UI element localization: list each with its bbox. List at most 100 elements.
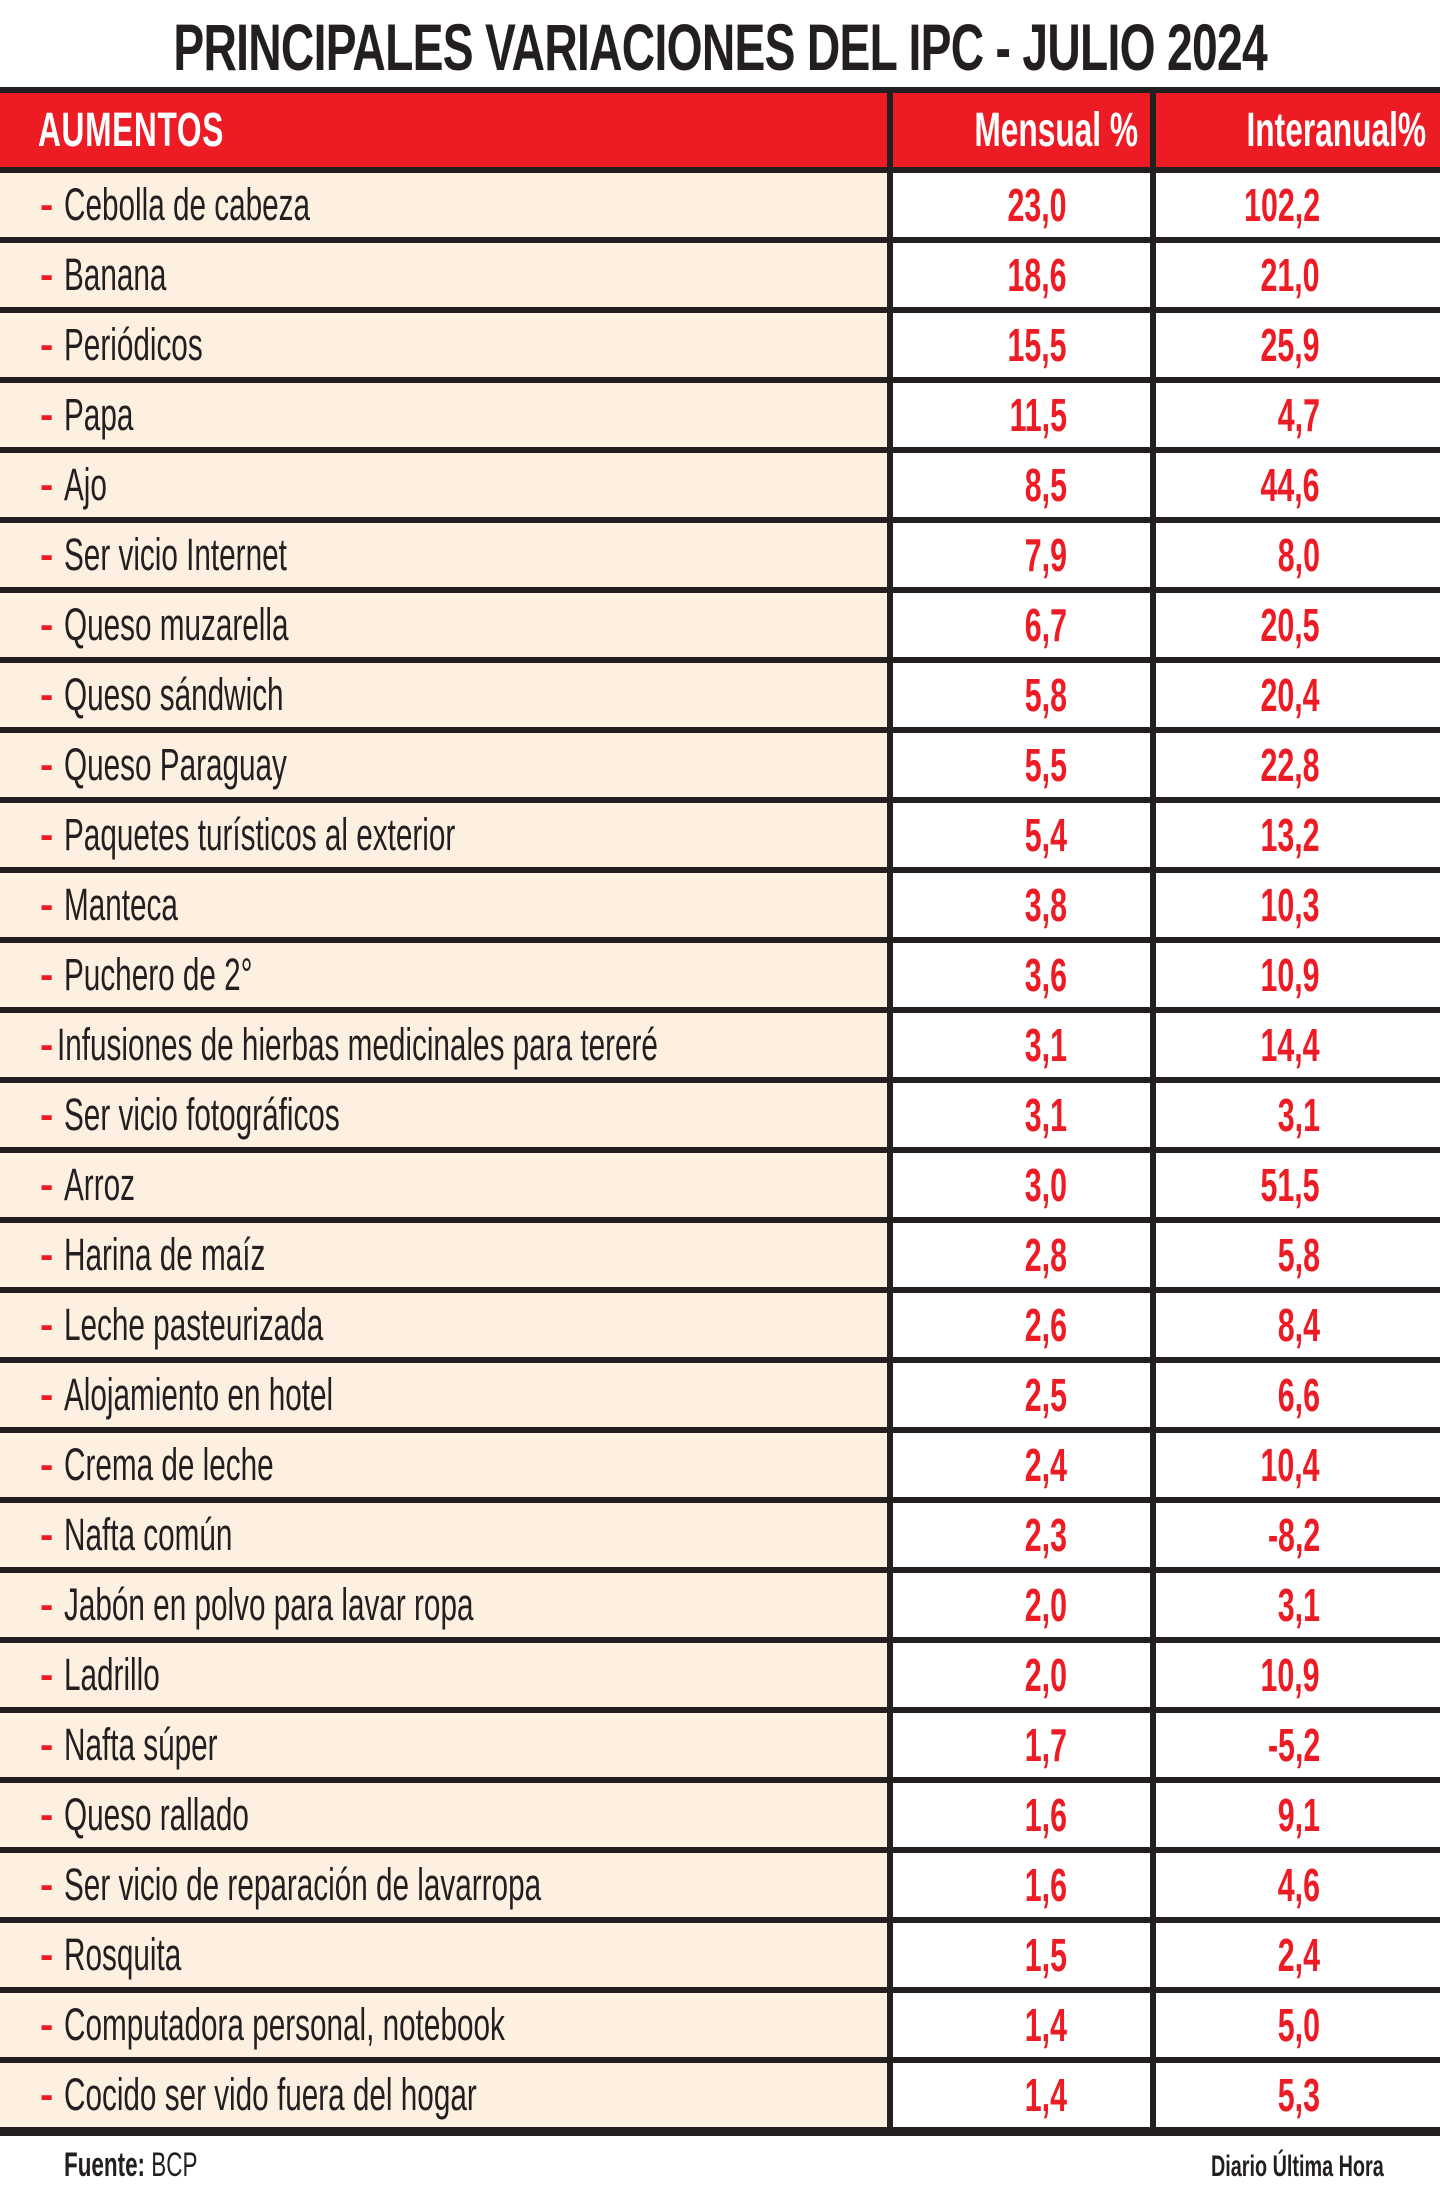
item-name: Arroz bbox=[64, 1159, 135, 1210]
item-cell: - Jabón en polvo para lavar ropa bbox=[0, 1573, 887, 1637]
item-cell: - Puchero de 2° bbox=[0, 943, 887, 1007]
bullet-dash: - bbox=[40, 462, 54, 507]
column-divider bbox=[1150, 593, 1156, 657]
yearly-value: 10,4 bbox=[1156, 1433, 1440, 1497]
item-name: Cocido ser vido fuera del hogar bbox=[64, 2069, 477, 2120]
item-name: Jabón en polvo para lavar ropa bbox=[64, 1579, 474, 1630]
table-row: - Computadora personal, notebook 1,4 5,0 bbox=[0, 1987, 1440, 2057]
monthly-text: 2,0 bbox=[1024, 1579, 1067, 1631]
item-name: Manteca bbox=[64, 879, 178, 930]
title-bar: PRINCIPALES VARIACIONES DEL IPC - JULIO … bbox=[0, 0, 1440, 87]
bullet-dash: - bbox=[40, 2072, 54, 2117]
column-divider bbox=[887, 1013, 893, 1077]
item-name: Ser vicio Internet bbox=[64, 529, 287, 580]
yearly-value: 102,2 bbox=[1156, 173, 1440, 237]
yearly-text: 6,6 bbox=[1277, 1369, 1320, 1421]
yearly-text: 10,4 bbox=[1260, 1439, 1320, 1491]
monthly-value: 23,0 bbox=[893, 173, 1150, 237]
column-divider bbox=[887, 1993, 893, 2057]
yearly-text: 22,8 bbox=[1260, 739, 1320, 791]
column-divider bbox=[887, 1643, 893, 1707]
yearly-text: 51,5 bbox=[1260, 1159, 1320, 1211]
item-cell: - Queso Paraguay bbox=[0, 733, 887, 797]
monthly-value: 7,9 bbox=[893, 523, 1150, 587]
column-divider bbox=[887, 1223, 893, 1287]
column-divider bbox=[887, 1363, 893, 1427]
item-cell: - Ser vicio Internet bbox=[0, 523, 887, 587]
yearly-value: 4,7 bbox=[1156, 383, 1440, 447]
column-divider bbox=[887, 1923, 893, 1987]
column-divider bbox=[1150, 243, 1156, 307]
bullet-dash: - bbox=[40, 1092, 54, 1137]
monthly-text: 18,6 bbox=[1007, 249, 1067, 301]
item-name: Leche pasteurizada bbox=[64, 1299, 324, 1350]
monthly-value: 3,1 bbox=[893, 1083, 1150, 1147]
monthly-text: 2,3 bbox=[1024, 1509, 1067, 1561]
item-cell: - Papa bbox=[0, 383, 887, 447]
item-name: Rosquita bbox=[64, 1929, 182, 1980]
monthly-value: 3,8 bbox=[893, 873, 1150, 937]
column-divider bbox=[1150, 1783, 1156, 1847]
yearly-text: 9,1 bbox=[1277, 1789, 1320, 1841]
item-name: Banana bbox=[64, 249, 167, 300]
bullet-dash: - bbox=[40, 392, 54, 437]
yearly-text: -5,2 bbox=[1267, 1719, 1320, 1771]
column-divider bbox=[887, 663, 893, 727]
bullet-dash: - bbox=[40, 1162, 54, 1207]
table-row: - Manteca 3,8 10,3 bbox=[0, 867, 1440, 937]
column-divider bbox=[887, 1153, 893, 1217]
yearly-text: 8,4 bbox=[1277, 1299, 1320, 1351]
monthly-text: 7,9 bbox=[1024, 529, 1067, 581]
monthly-text: 6,7 bbox=[1024, 599, 1067, 651]
bullet-dash: - bbox=[40, 322, 54, 367]
column-divider bbox=[887, 803, 893, 867]
monthly-text: 11,5 bbox=[1009, 389, 1067, 441]
yearly-text: 10,3 bbox=[1260, 879, 1320, 931]
yearly-text: 4,7 bbox=[1277, 389, 1320, 441]
monthly-value: 1,4 bbox=[893, 2063, 1150, 2127]
yearly-text: 44,6 bbox=[1260, 459, 1320, 511]
column-divider bbox=[1150, 1223, 1156, 1287]
column-divider bbox=[1150, 1503, 1156, 1567]
column-divider bbox=[887, 733, 893, 797]
monthly-value: 1,6 bbox=[893, 1783, 1150, 1847]
yearly-text: 21,0 bbox=[1260, 249, 1320, 301]
monthly-value: 3,0 bbox=[893, 1153, 1150, 1217]
column-divider bbox=[1150, 1433, 1156, 1497]
item-name: Queso Paraguay bbox=[64, 739, 287, 790]
bullet-dash: - bbox=[40, 252, 54, 297]
monthly-text: 5,5 bbox=[1024, 739, 1067, 791]
column-divider bbox=[1150, 733, 1156, 797]
monthly-value: 8,5 bbox=[893, 453, 1150, 517]
monthly-value: 18,6 bbox=[893, 243, 1150, 307]
column-divider bbox=[887, 1713, 893, 1777]
ipc-variations-table: AUMENTOS Mensual % Interanual% - Cebolla… bbox=[0, 87, 1440, 2136]
table-row: - Banana 18,6 21,0 bbox=[0, 237, 1440, 307]
yearly-text: 5,3 bbox=[1277, 2069, 1320, 2121]
monthly-value: 5,8 bbox=[893, 663, 1150, 727]
bullet-dash: - bbox=[40, 1442, 54, 1487]
column-divider bbox=[887, 593, 893, 657]
monthly-value: 2,0 bbox=[893, 1573, 1150, 1637]
source-credit: Fuente: BCP bbox=[64, 2146, 197, 2185]
item-name: Nafta común bbox=[64, 1509, 233, 1560]
footer: Fuente: BCP Diario Última Hora bbox=[0, 2146, 1440, 2186]
yearly-value: 10,3 bbox=[1156, 873, 1440, 937]
yearly-text: 8,0 bbox=[1277, 529, 1320, 581]
yearly-value: 25,9 bbox=[1156, 313, 1440, 377]
column-divider bbox=[887, 383, 893, 447]
monthly-value: 2,4 bbox=[893, 1433, 1150, 1497]
header-mensual: Mensual % bbox=[974, 103, 1138, 157]
column-divider bbox=[1150, 1713, 1156, 1777]
yearly-text: 25,9 bbox=[1260, 319, 1320, 371]
table-row: - Ajo 8,5 44,6 bbox=[0, 447, 1440, 517]
column-divider bbox=[1150, 1993, 1156, 2057]
source-label: Fuente: bbox=[64, 2146, 146, 2184]
table-row: - Puchero de 2° 3,6 10,9 bbox=[0, 937, 1440, 1007]
yearly-text: 4,6 bbox=[1277, 1859, 1320, 1911]
table-row: - Nafta común 2,3 -8,2 bbox=[0, 1497, 1440, 1567]
yearly-text: -8,2 bbox=[1267, 1509, 1320, 1561]
column-divider bbox=[887, 313, 893, 377]
bullet-dash: - bbox=[40, 952, 54, 997]
item-cell: - Harina de maíz bbox=[0, 1223, 887, 1287]
